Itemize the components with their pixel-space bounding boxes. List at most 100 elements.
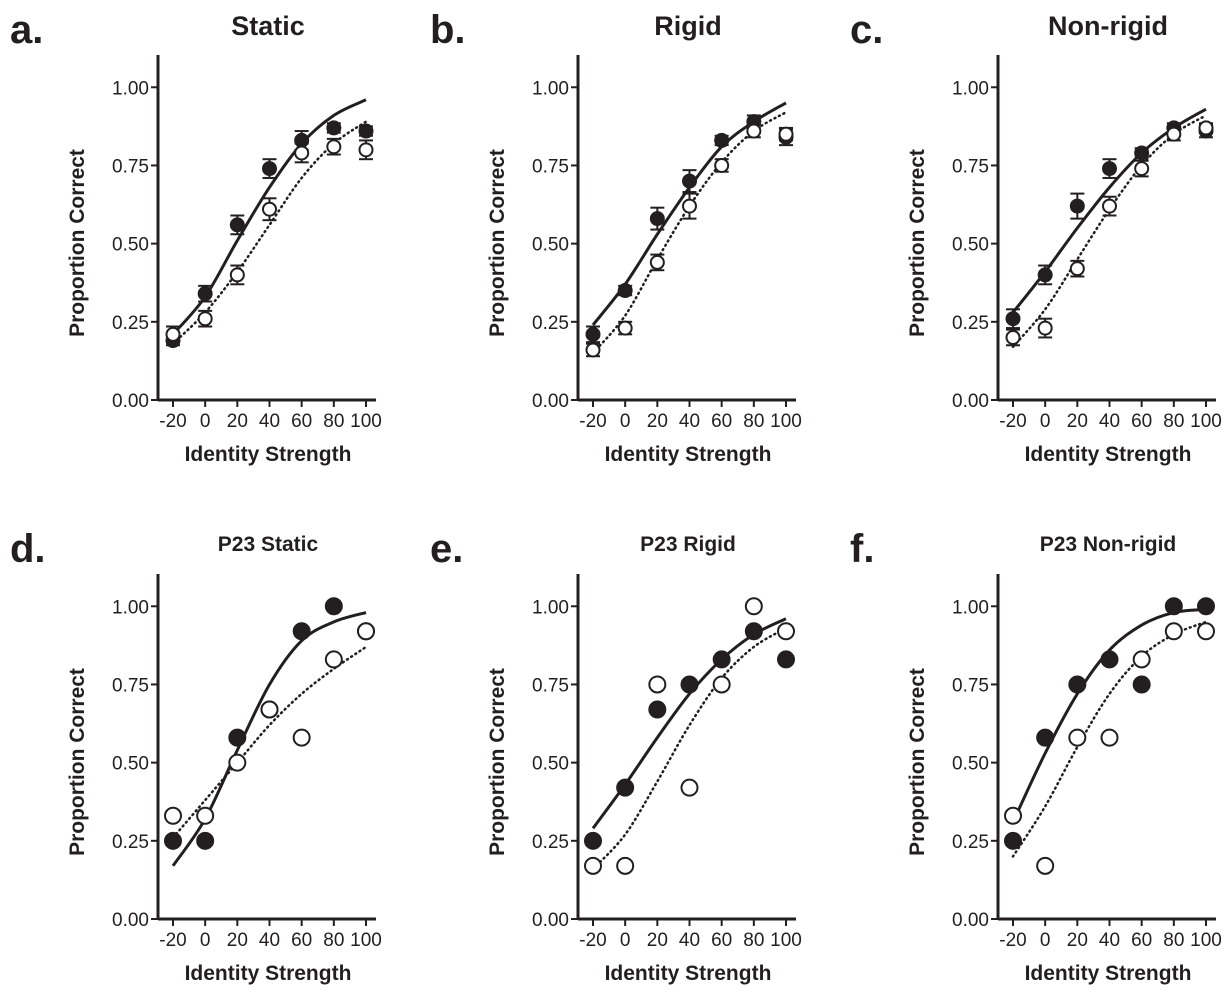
data-point-filled bbox=[617, 283, 633, 299]
x-tick-label: 0 bbox=[1040, 930, 1051, 951]
y-tick-label: 0.25 bbox=[532, 832, 569, 853]
data-point-open bbox=[1166, 126, 1182, 142]
data-point-open bbox=[682, 198, 697, 214]
x-tick-label: 0 bbox=[200, 411, 211, 432]
fit-curve-dotted bbox=[591, 626, 788, 871]
x-tick-label: 60 bbox=[711, 411, 732, 432]
panel-title: P23 Non-rigid bbox=[1040, 533, 1177, 556]
data-point-filled bbox=[229, 217, 245, 233]
data-point-open bbox=[1004, 806, 1022, 825]
fit-curve-solid bbox=[171, 611, 367, 867]
data-point-filled bbox=[1132, 675, 1151, 694]
panel-letter: e. bbox=[430, 527, 463, 571]
data-point-filled bbox=[1036, 728, 1055, 747]
data-point-filled bbox=[680, 675, 699, 694]
data-point-filled bbox=[1005, 311, 1021, 327]
x-tick-label: 100 bbox=[350, 411, 382, 432]
data-point-filled bbox=[584, 831, 602, 850]
data-point-filled bbox=[1100, 650, 1119, 669]
data-point-open bbox=[1036, 856, 1055, 875]
x-tick-label: 20 bbox=[1067, 411, 1088, 432]
data-point-filled bbox=[777, 650, 795, 669]
y-tick-label: 0.50 bbox=[112, 235, 149, 256]
x-tick-label: 40 bbox=[679, 930, 700, 951]
data-point-open bbox=[1068, 728, 1087, 747]
x-tick-label: 80 bbox=[1163, 930, 1184, 951]
x-tick-label: 60 bbox=[291, 411, 312, 432]
y-tick-label: 0.75 bbox=[532, 675, 569, 696]
data-point-filled bbox=[648, 700, 667, 719]
y-tick-label: 1.00 bbox=[112, 597, 149, 618]
fit-curve-dotted bbox=[171, 645, 368, 839]
y-axis-title: Proportion Correct bbox=[486, 668, 509, 856]
x-tick-label: 40 bbox=[259, 411, 280, 432]
data-point-open bbox=[165, 326, 181, 342]
panel-letter: a. bbox=[10, 8, 43, 52]
data-point-open bbox=[228, 753, 247, 772]
y-tick-label: 1.00 bbox=[952, 597, 989, 618]
data-point-filled bbox=[358, 123, 374, 139]
y-axis-title: Proportion Correct bbox=[66, 668, 89, 856]
data-point-open bbox=[1134, 161, 1150, 177]
y-tick-label: 0.25 bbox=[952, 313, 989, 334]
y-tick-label: 0.00 bbox=[532, 910, 569, 931]
panel-title: Static bbox=[231, 11, 305, 41]
data-point-filled bbox=[1037, 267, 1053, 283]
fit-curve-solid bbox=[1011, 607, 1207, 823]
data-point-open bbox=[196, 806, 215, 825]
panel-title: Rigid bbox=[654, 11, 722, 41]
data-point-open bbox=[1198, 120, 1214, 136]
x-tick-label: -20 bbox=[159, 411, 186, 432]
data-point-open bbox=[649, 254, 665, 270]
data-point-filled bbox=[1102, 161, 1117, 177]
x-tick-label: 0 bbox=[1040, 411, 1051, 432]
data-point-open bbox=[744, 597, 763, 616]
panel-letter: b. bbox=[430, 8, 466, 52]
x-axis-title: Identity Strength bbox=[185, 443, 352, 466]
data-point-filled bbox=[585, 326, 601, 342]
x-tick-label: 60 bbox=[291, 930, 312, 951]
y-tick-label: 0.00 bbox=[112, 391, 149, 412]
data-point-open bbox=[617, 320, 633, 336]
y-axis-title: Proportion Correct bbox=[906, 149, 929, 337]
x-tick-label: 80 bbox=[743, 930, 764, 951]
data-point-filled bbox=[649, 211, 665, 227]
data-point-filled bbox=[712, 650, 731, 669]
x-tick-label: 20 bbox=[647, 930, 668, 951]
y-tick-label: 0.75 bbox=[112, 675, 149, 696]
x-tick-label: 80 bbox=[1163, 411, 1184, 432]
x-axis-title: Identity Strength bbox=[1025, 962, 1192, 985]
data-point-filled bbox=[616, 778, 635, 797]
x-tick-label: 0 bbox=[620, 930, 631, 951]
y-tick-label: 0.50 bbox=[532, 754, 569, 775]
data-point-open bbox=[1037, 320, 1053, 336]
data-point-open bbox=[1102, 198, 1117, 214]
y-tick-label: 0.75 bbox=[952, 156, 989, 177]
x-tick-label: 20 bbox=[227, 411, 248, 432]
data-point-filled bbox=[1068, 675, 1087, 694]
y-axis-title: Proportion Correct bbox=[906, 668, 929, 856]
data-point-open bbox=[229, 267, 245, 283]
fit-curve-dotted bbox=[591, 111, 788, 355]
x-axis-title: Identity Strength bbox=[1025, 443, 1192, 466]
data-point-open bbox=[294, 145, 310, 161]
data-point-open bbox=[1069, 261, 1085, 277]
data-point-filled bbox=[1164, 597, 1183, 616]
data-point-open bbox=[584, 856, 602, 875]
data-point-open bbox=[164, 806, 182, 825]
x-tick-label: 0 bbox=[200, 930, 211, 951]
data-point-open bbox=[777, 622, 795, 641]
data-point-open bbox=[1197, 622, 1215, 641]
data-point-open bbox=[778, 126, 794, 142]
data-point-filled bbox=[197, 286, 213, 302]
data-point-open bbox=[292, 728, 311, 747]
data-point-open bbox=[357, 622, 375, 641]
x-tick-label: 100 bbox=[350, 930, 382, 951]
data-point-open bbox=[262, 201, 277, 217]
panel-p23-non-rigid: f. P23 Non-rigid 0.00 0.25 0.50 0.75 1.00 -20 0 2… bbox=[850, 527, 1222, 985]
fit-curve-dotted bbox=[1011, 114, 1208, 349]
data-point-filled bbox=[714, 132, 730, 148]
y-tick-label: 1.00 bbox=[112, 78, 149, 99]
data-point-filled bbox=[326, 120, 342, 136]
